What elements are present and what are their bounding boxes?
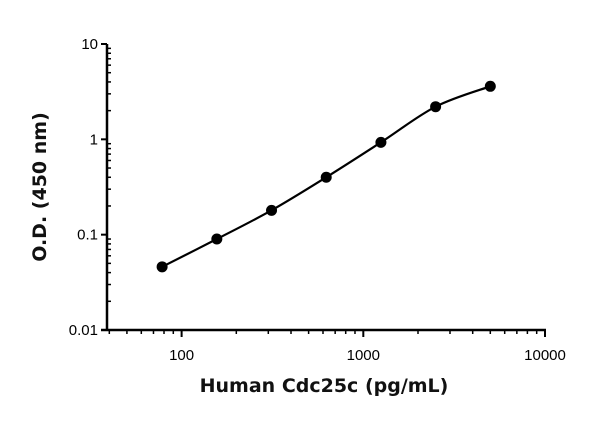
x-tick-label: 1000	[347, 347, 380, 364]
data-point	[484, 80, 496, 92]
y-tick-label: 1	[90, 131, 98, 148]
data-point	[375, 136, 387, 148]
y-tick-label: 10	[81, 36, 98, 53]
y-axis-title: O.D. (450 nm)	[29, 112, 51, 262]
y-tick-label: 0.1	[77, 227, 98, 244]
data-points	[156, 80, 496, 273]
data-point	[156, 261, 168, 273]
data-point	[320, 171, 332, 183]
data-point	[211, 233, 223, 245]
data-point	[430, 101, 442, 113]
x-axis-title: Human Cdc25c (pg/mL)	[200, 375, 449, 397]
data-point	[266, 204, 278, 216]
x-axis: 100 1000 10000	[101, 328, 566, 364]
x-tick-label: 10000	[524, 347, 566, 364]
y-tick-label: 0.01	[69, 322, 98, 339]
x-tick-label: 100	[169, 347, 194, 364]
y-axis: 0.01 0.1 1 10	[69, 36, 111, 339]
